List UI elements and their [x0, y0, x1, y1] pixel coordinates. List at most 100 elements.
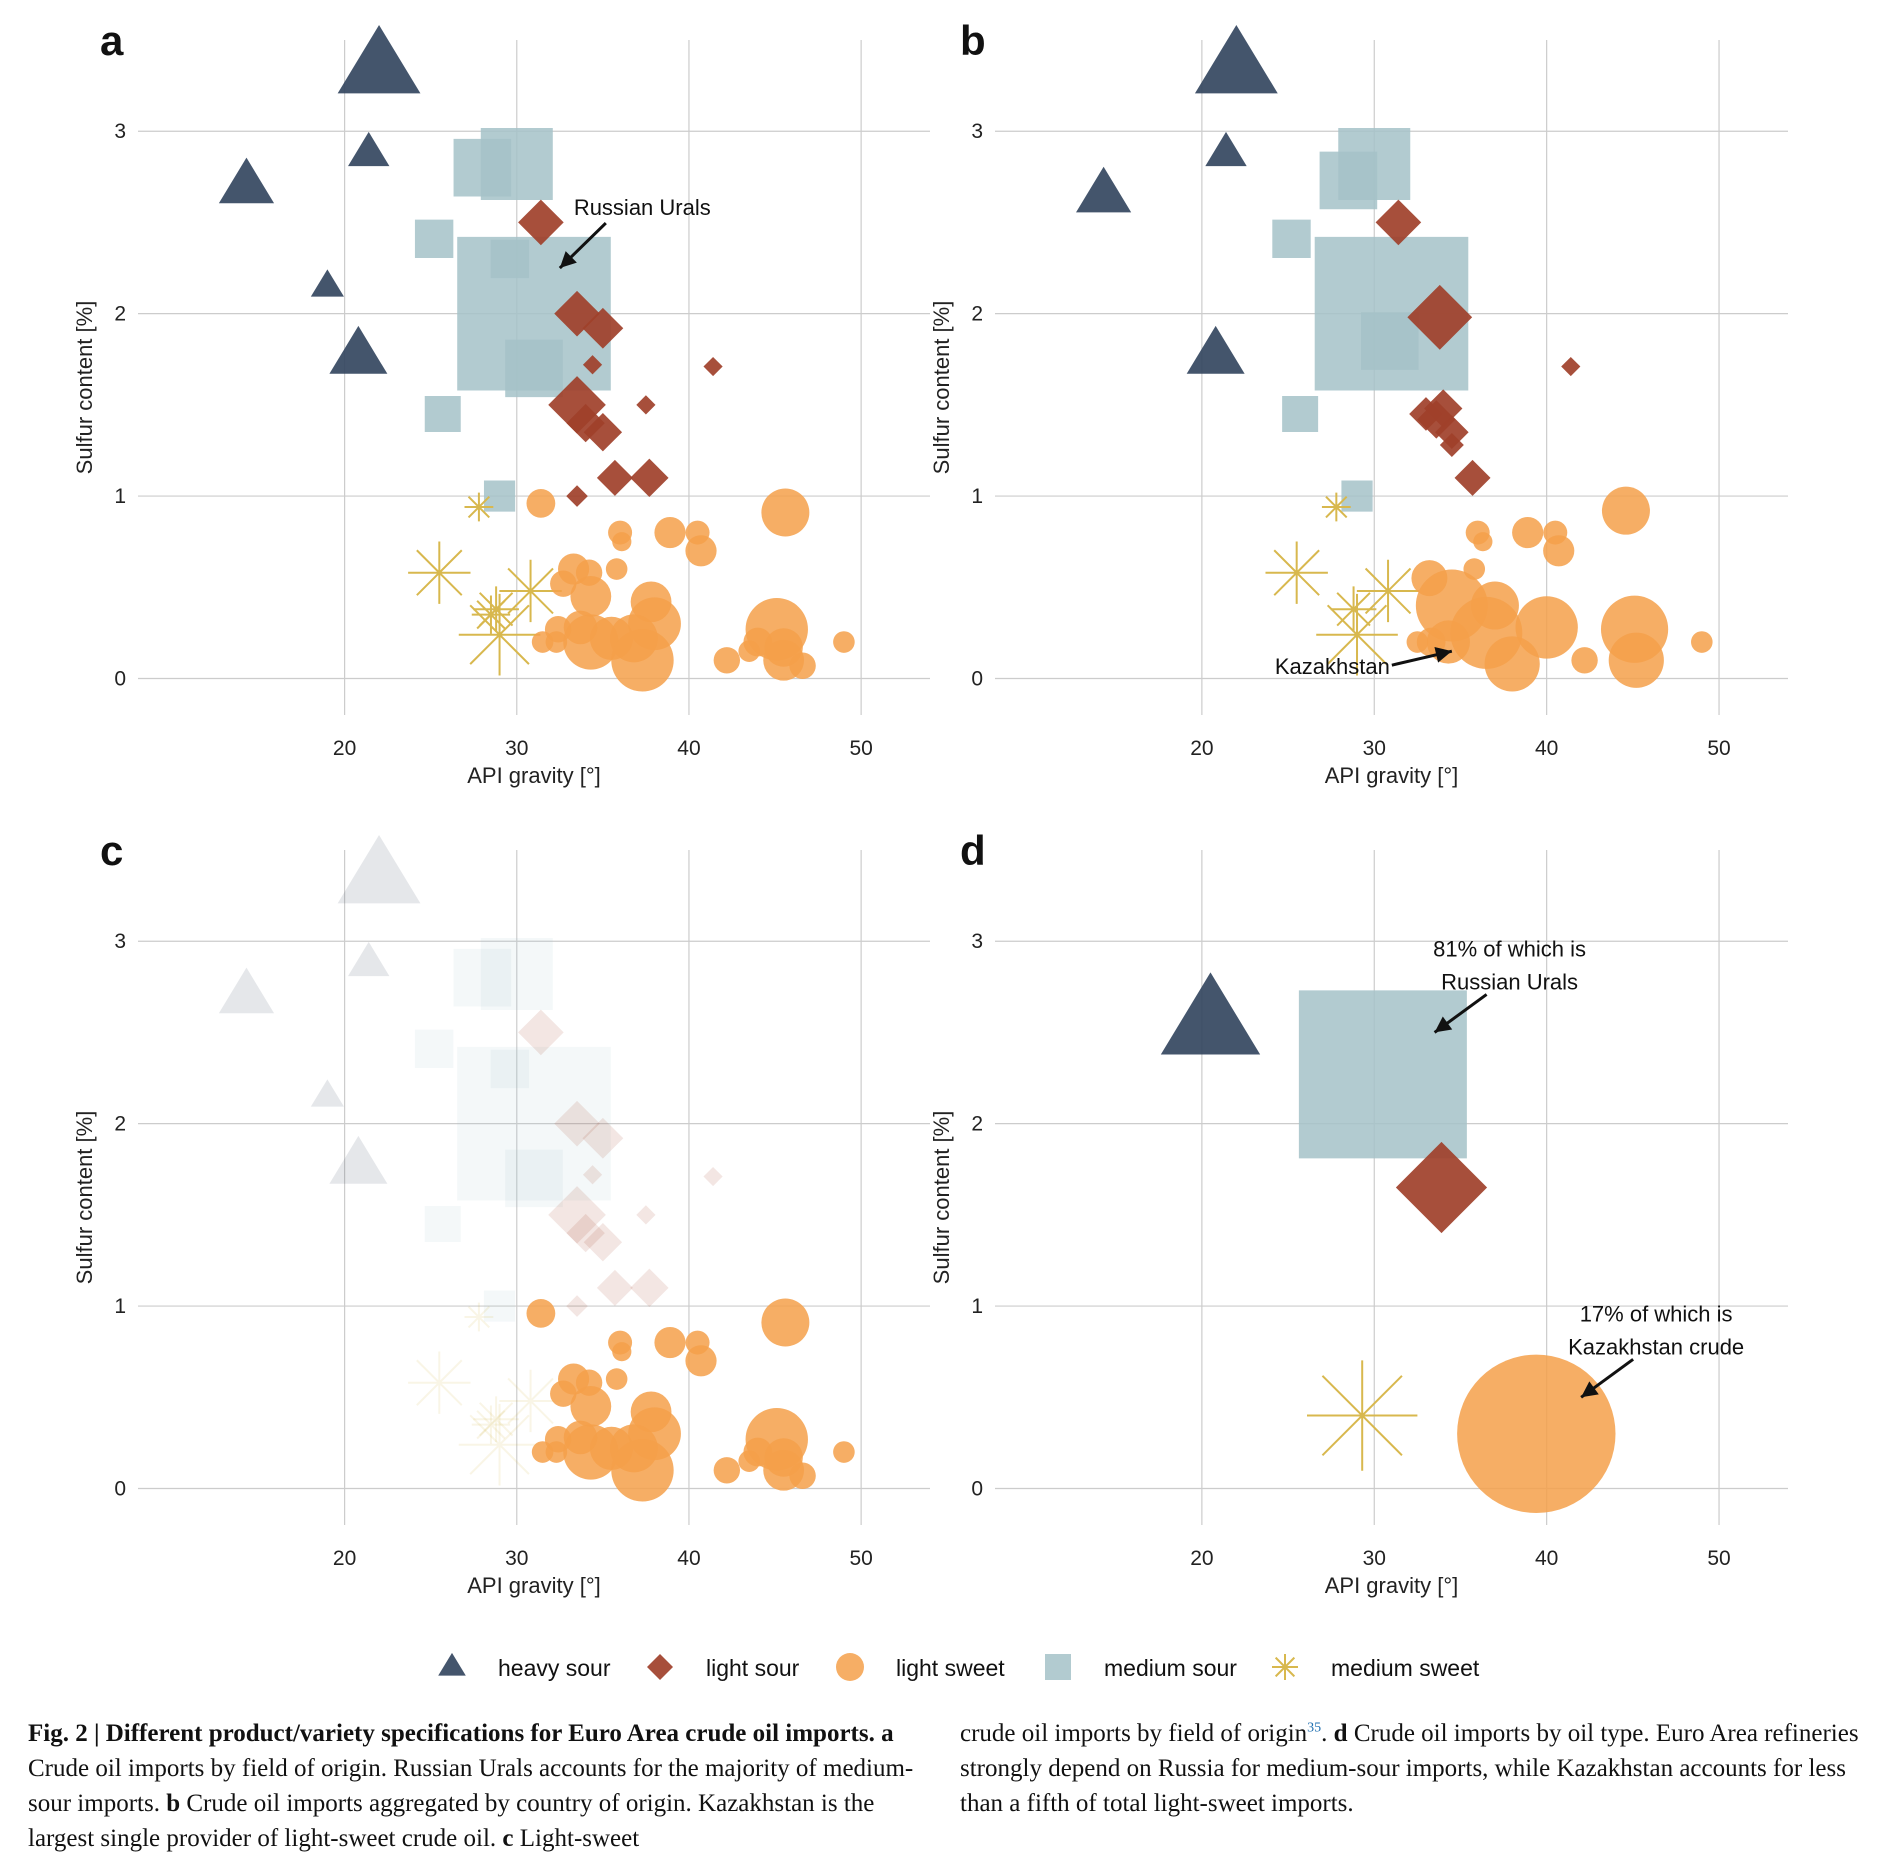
- circle-marker: [1457, 1354, 1616, 1513]
- y-tick-label: 1: [114, 1295, 126, 1318]
- annotation-arrow-1-head: [1581, 1381, 1599, 1398]
- circle-marker: [563, 1420, 598, 1455]
- square-marker: [1272, 219, 1311, 259]
- diamond-marker: [583, 413, 623, 452]
- circle-marker: [738, 1450, 761, 1472]
- x-tick-label: 20: [1190, 737, 1213, 760]
- annotation-arrow-0-head: [1434, 1016, 1453, 1033]
- triangle-marker: [348, 131, 390, 167]
- circle-marker: [1601, 486, 1650, 535]
- annotation-label-line1: 81% of which is: [1433, 936, 1586, 961]
- diamond-marker: [566, 1213, 605, 1253]
- triangle-marker: [218, 157, 275, 204]
- asterisk-marker: [1306, 1360, 1418, 1471]
- circle-marker: [654, 516, 686, 549]
- triangle-marker: [1186, 325, 1245, 374]
- circle-marker: [738, 640, 761, 662]
- triangle-marker: [1194, 24, 1278, 94]
- diamond-marker: [583, 1223, 623, 1262]
- square-marker: [505, 339, 563, 398]
- circle-marker: [713, 647, 741, 674]
- diamond-marker: [554, 1100, 600, 1147]
- diamond-marker: [1435, 415, 1469, 450]
- circle-marker: [1515, 596, 1578, 659]
- caption-fig-label: Fig. 2: [28, 1720, 88, 1747]
- x-axis-label: API gravity [°]: [1325, 1573, 1459, 1598]
- diamond-marker: [548, 1186, 606, 1244]
- caption-part-a-label: a: [881, 1720, 894, 1747]
- annotation-label: Russian Urals: [574, 195, 711, 220]
- panel-a: 20 30 40 50 0 1 2 3 API gravity [°] Sulfur conten…: [72, 17, 930, 788]
- y-tick-label: 3: [114, 930, 126, 953]
- triangle-marker: [218, 967, 275, 1014]
- x-axis-label: API gravity [°]: [1325, 763, 1459, 788]
- circle-marker: [605, 558, 628, 580]
- annotation-label: Kazakhstan: [1275, 654, 1390, 679]
- circle-marker: [545, 1441, 568, 1463]
- legend-label: light sweet: [896, 1655, 1005, 1681]
- panel-c: 20 30 40 50 0 1 2 3 API gravity [°] Sulfur conten…: [72, 827, 930, 1598]
- y-tick-label: 0: [971, 668, 983, 691]
- circle-marker: [1608, 632, 1664, 688]
- circle-marker: [1484, 636, 1540, 692]
- asterisk-marker: [464, 1302, 494, 1332]
- diamond-marker: [596, 459, 633, 496]
- y-axis-label: Sulfur content [%]: [929, 301, 954, 475]
- asterisk-marker: [471, 1405, 511, 1444]
- x-tick-label: 50: [1707, 1547, 1730, 1570]
- diamond-marker: [630, 458, 669, 498]
- figure-caption-left: Fig. 2 | Different product/variety speci…: [28, 1720, 914, 1852]
- panel-b: 20 30 40 50 0 1 2 3 API gravity [°] Sulfur conten…: [929, 17, 1788, 788]
- asterisk-marker: [473, 1396, 519, 1442]
- asterisk-marker: [464, 492, 494, 522]
- triangle-marker: [310, 269, 344, 297]
- circle-marker: [545, 631, 568, 653]
- diamond-marker: [582, 307, 624, 349]
- triangle-marker: [329, 325, 388, 374]
- circle-marker: [612, 1342, 632, 1362]
- x-tick-label: 40: [1535, 1547, 1558, 1570]
- caption-part-c-start: Light-sweet: [519, 1825, 640, 1852]
- diamond-marker: [1439, 433, 1464, 457]
- y-tick-label: 3: [971, 930, 983, 953]
- x-tick-label: 40: [1535, 737, 1558, 760]
- panel-letter: c: [100, 827, 123, 874]
- caption-part-c-end: crude oil imports by field of origin: [960, 1720, 1308, 1747]
- square-marker: [480, 128, 553, 201]
- circle-marker: [833, 1441, 855, 1463]
- x-tick-label: 20: [333, 1547, 356, 1570]
- square-icon: [1045, 1654, 1071, 1680]
- triangle-marker: [337, 24, 421, 94]
- triangle-marker: [348, 941, 390, 977]
- y-tick-label: 2: [971, 303, 983, 326]
- annotation-label-line1: 17% of which is: [1580, 1301, 1733, 1326]
- diamond-marker: [1407, 284, 1473, 350]
- square-marker: [483, 1290, 516, 1322]
- asterisk-marker: [408, 1351, 471, 1414]
- diamond-marker: [582, 1117, 624, 1159]
- circle-marker: [550, 570, 577, 597]
- diamond-marker: [582, 355, 603, 375]
- square-marker: [1360, 312, 1419, 370]
- y-axis-label: Sulfur content [%]: [72, 301, 97, 475]
- square-marker: [414, 219, 454, 259]
- circle-marker: [611, 1439, 674, 1502]
- diamond-marker: [1395, 1141, 1488, 1234]
- diamond-marker: [1454, 459, 1491, 496]
- diamond-marker: [518, 1009, 564, 1056]
- square-marker: [1341, 480, 1373, 512]
- x-tick-label: 50: [1707, 737, 1730, 760]
- circle-marker: [713, 1457, 741, 1484]
- x-tick-label: 30: [1363, 737, 1386, 760]
- asterisk-marker: [408, 541, 471, 604]
- caption-part-b: Crude oil imports aggregated by country …: [28, 1790, 875, 1852]
- triangle-marker: [329, 1135, 388, 1184]
- circle-marker: [1473, 532, 1493, 552]
- square-marker: [483, 480, 516, 512]
- circle-icon: [836, 1653, 864, 1681]
- x-tick-label: 30: [505, 1547, 528, 1570]
- legend-label: medium sweet: [1331, 1655, 1480, 1681]
- diamond-marker: [518, 199, 564, 246]
- annotation-arrow-head: [1434, 646, 1452, 663]
